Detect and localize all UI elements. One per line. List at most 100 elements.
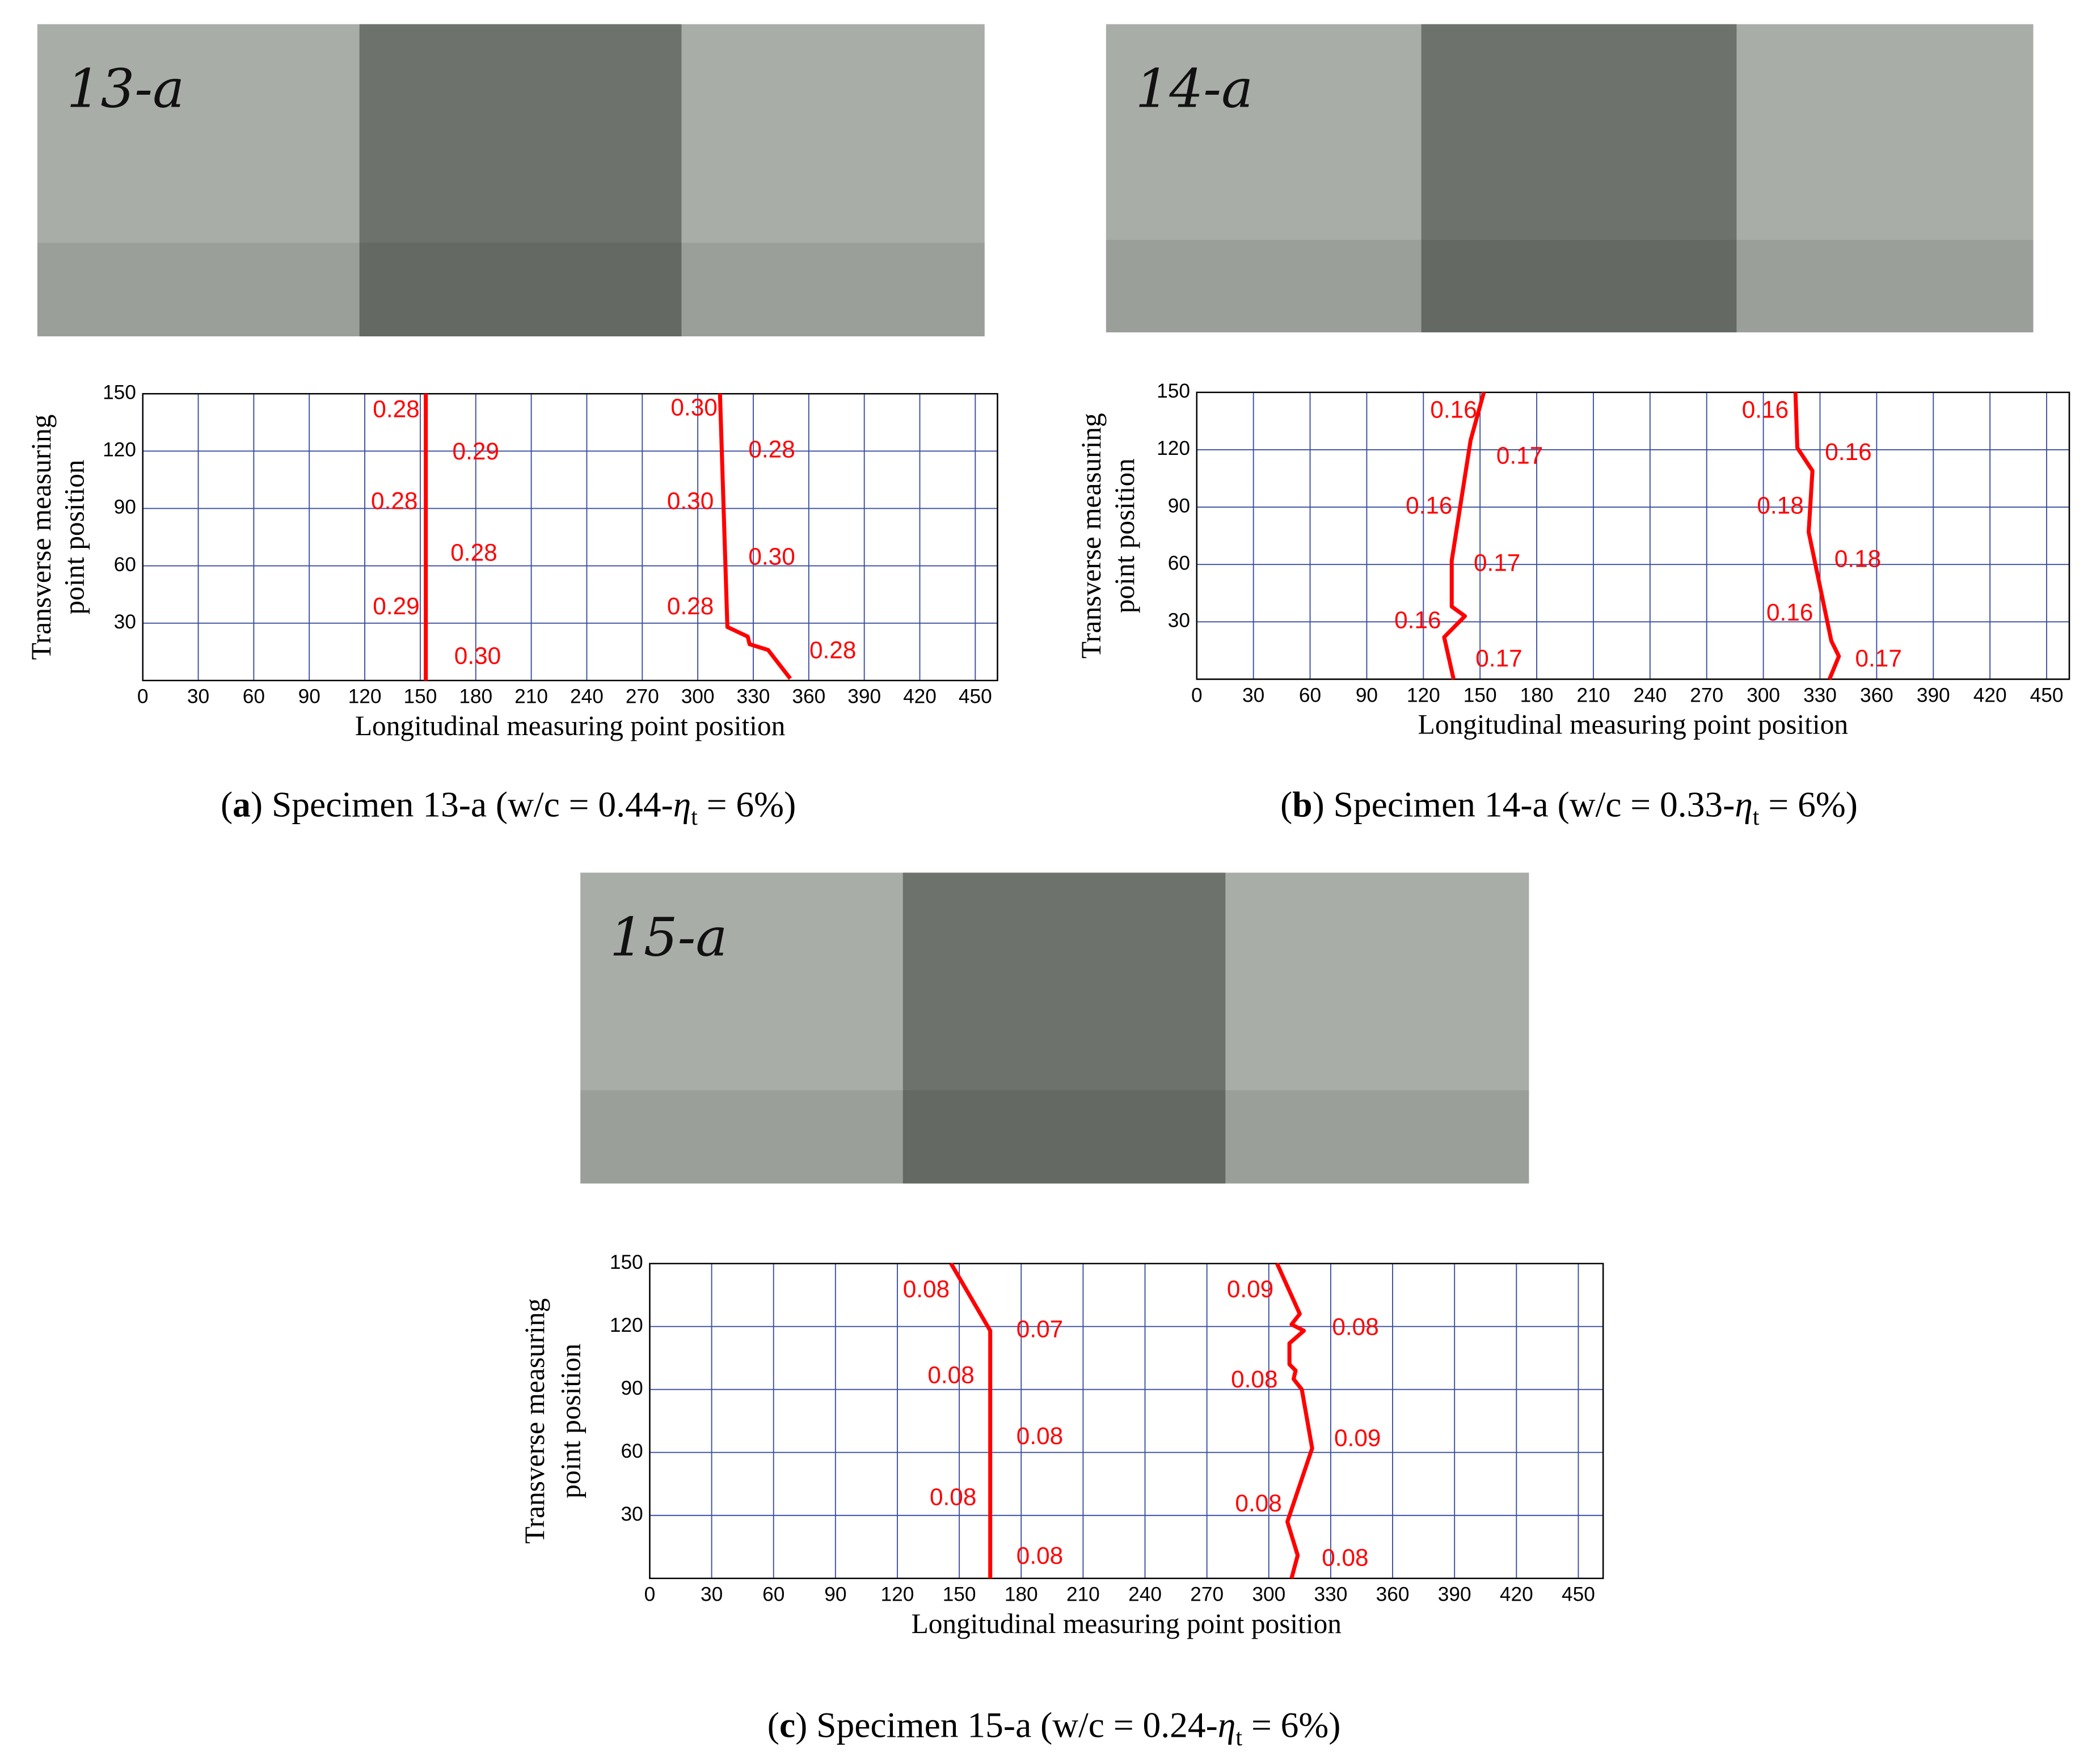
plot-frame xyxy=(142,393,998,682)
x-tick-label: 270 xyxy=(1190,1584,1224,1606)
y-tick-label: 120 xyxy=(610,1314,643,1336)
caption-part: t xyxy=(1235,1724,1242,1751)
photo-dark-zone xyxy=(902,872,1226,1184)
x-tick-label: 240 xyxy=(1633,684,1667,706)
crack-width-label: 0.09 xyxy=(1227,1276,1273,1302)
x-tick-label: 450 xyxy=(1562,1584,1595,1606)
x-tick-label: 420 xyxy=(1973,684,2007,706)
crack-width-label: 0.16 xyxy=(1406,492,1452,518)
crack-line xyxy=(949,1262,993,1579)
crack-width-label: 0.28 xyxy=(809,636,856,663)
photo-shade xyxy=(580,1090,1529,1184)
caption: (b) Specimen 14-a (w/c = 0.33-ηt = 6%) xyxy=(1280,784,1858,830)
x-tick-label: 120 xyxy=(1407,684,1440,706)
plot-frame xyxy=(649,1263,1604,1579)
y-tick-label: 30 xyxy=(621,1503,643,1525)
x-tick-label: 60 xyxy=(1299,684,1321,706)
crack-width-label: 0.17 xyxy=(1855,645,1902,672)
caption-part: t xyxy=(691,804,698,830)
crack-width-label: 0.30 xyxy=(670,394,717,420)
y-tick-label: 60 xyxy=(1168,552,1190,575)
x-tick-label: 90 xyxy=(298,686,320,708)
x-tick-label: 390 xyxy=(1438,1584,1471,1606)
caption-part: ) Specimen 15-a (w/c = 0.24- xyxy=(795,1705,1218,1745)
y-tick-label: 150 xyxy=(610,1251,643,1273)
caption-part: η xyxy=(1735,784,1753,825)
y-tick-label: 90 xyxy=(621,1377,643,1399)
x-tick-label: 0 xyxy=(137,686,149,708)
x-tick-label: 120 xyxy=(348,686,382,708)
photo-label: 15-a xyxy=(610,906,728,968)
crack-line xyxy=(718,394,792,680)
panel: 15-a 0 30 60 90 120 150 180 210 240 270 300 330 360 39… xyxy=(519,872,1604,1751)
caption-part: = 6%) xyxy=(1760,784,1858,825)
crack-width-label: 0.29 xyxy=(373,593,419,619)
crack-width-label: 0.16 xyxy=(1430,396,1477,423)
caption-part: = 6%) xyxy=(1242,1705,1340,1745)
crack-width-label: 0.28 xyxy=(667,593,714,619)
photo-dark-zone xyxy=(359,24,682,337)
x-tick-label: 150 xyxy=(403,686,437,708)
x-tick-label: 390 xyxy=(847,686,881,708)
crack-width-label: 0.16 xyxy=(1742,396,1789,423)
y-axis-title: Transverse measuring xyxy=(1075,413,1107,659)
x-tick-label: 330 xyxy=(1314,1584,1348,1606)
x-tick-label: 420 xyxy=(903,686,937,708)
caption-part: η xyxy=(1218,1705,1236,1745)
crack-width-label: 0.08 xyxy=(1017,1542,1063,1569)
y-tick-label: 150 xyxy=(103,381,136,403)
caption-part: ) Specimen 14-a (w/c = 0.33- xyxy=(1313,784,1735,825)
photo-dark-zone xyxy=(1421,24,1737,332)
y-tick-label: 30 xyxy=(114,611,136,633)
crack-width-label: 0.30 xyxy=(748,543,795,569)
x-tick-label: 30 xyxy=(187,686,209,708)
x-tick-label: 30 xyxy=(1242,684,1264,706)
x-axis-title: Longitudinal measuring point position xyxy=(355,710,785,741)
plot-frame xyxy=(1196,391,2070,680)
crack-width-label: 0.16 xyxy=(1394,607,1441,634)
x-tick-label: 240 xyxy=(1128,1584,1162,1606)
x-tick-label: 240 xyxy=(570,686,604,708)
caption-part: ( xyxy=(221,784,233,825)
plot-area xyxy=(649,1263,1604,1579)
crack-line xyxy=(1442,391,1486,680)
x-tick-label: 330 xyxy=(1803,684,1837,706)
x-tick-label: 360 xyxy=(1376,1584,1410,1606)
crack-width-label: 0.29 xyxy=(453,438,499,465)
caption-part: a xyxy=(233,784,251,825)
x-tick-label: 90 xyxy=(824,1584,846,1606)
x-tick-label: 300 xyxy=(681,686,715,708)
x-tick-label: 60 xyxy=(243,686,265,708)
x-tick-label: 450 xyxy=(2030,684,2064,706)
crack-width-label: 0.08 xyxy=(930,1483,976,1510)
crack-width-label: 0.28 xyxy=(450,539,497,566)
crack-width-label: 0.07 xyxy=(1017,1315,1063,1342)
y-tick-label: 30 xyxy=(1168,610,1190,632)
caption-part: = 6%) xyxy=(698,784,796,825)
y-tick-label: 150 xyxy=(1157,380,1190,402)
crack-width-label: 0.18 xyxy=(1757,492,1803,518)
crack-width-label: 0.30 xyxy=(667,488,714,514)
caption-part: ) Specimen 13-a (w/c = 0.44- xyxy=(251,784,673,825)
x-tick-label: 180 xyxy=(1520,684,1554,706)
crack-width-label: 0.09 xyxy=(1334,1425,1381,1451)
x-tick-label: 150 xyxy=(943,1584,976,1606)
x-tick-label: 330 xyxy=(737,686,770,708)
crack-width-label: 0.08 xyxy=(1231,1366,1277,1392)
photo-shade xyxy=(1106,239,2034,332)
x-tick-label: 0 xyxy=(1191,684,1203,706)
crack-width-label: 0.17 xyxy=(1496,442,1543,469)
y-tick-label: 120 xyxy=(103,439,136,461)
y-axis-title: Transverse measuring xyxy=(26,415,57,660)
caption-part: c xyxy=(779,1705,795,1745)
plot-area xyxy=(1196,391,2070,680)
plot-area xyxy=(142,393,998,682)
y-tick-label: 60 xyxy=(621,1440,643,1462)
crack-width-label: 0.17 xyxy=(1474,549,1520,576)
caption-part: t xyxy=(1753,804,1760,830)
caption-part: b xyxy=(1292,784,1312,825)
photo-label: 13-a xyxy=(67,58,185,120)
y-tick-label: 90 xyxy=(1168,495,1190,517)
crack-width-label: 0.08 xyxy=(1332,1314,1378,1340)
